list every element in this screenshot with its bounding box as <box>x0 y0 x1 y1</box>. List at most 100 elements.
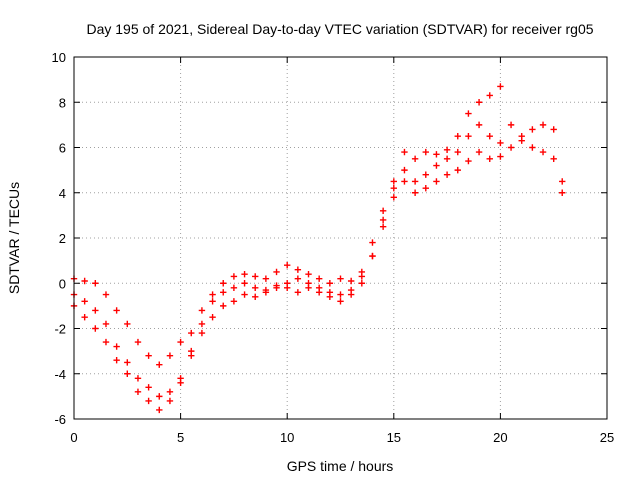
data-point <box>422 148 429 156</box>
data-point <box>134 338 142 346</box>
data-point <box>113 343 120 350</box>
grid <box>74 57 607 419</box>
y-axis-label: SDTVAR / TECUs <box>6 182 22 294</box>
data-point <box>401 178 408 185</box>
x-tick-label: 10 <box>280 430 294 445</box>
data-point <box>241 280 248 287</box>
y-tick-label: 2 <box>59 231 66 246</box>
data-point <box>347 291 355 298</box>
data-point <box>252 293 259 301</box>
data-point <box>220 302 227 310</box>
data-point <box>92 325 99 332</box>
data-point <box>465 110 472 117</box>
data-point <box>379 207 387 215</box>
data-point <box>486 155 493 163</box>
data-points <box>70 83 566 414</box>
data-point <box>486 92 493 99</box>
y-tick-label: 6 <box>59 141 66 156</box>
y-tick-label: 10 <box>52 50 66 65</box>
data-point <box>92 307 99 314</box>
data-point <box>166 388 174 396</box>
plot-frame <box>73 56 608 420</box>
chart-title: Day 195 of 2021, Sidereal Day-to-day VTE… <box>86 21 593 37</box>
y-tick-label: 0 <box>59 276 66 291</box>
data-point <box>454 166 461 174</box>
data-point <box>177 338 184 346</box>
data-point <box>411 178 419 185</box>
data-point <box>411 189 419 196</box>
data-point <box>390 194 397 201</box>
data-point <box>294 275 302 282</box>
data-point <box>156 393 163 400</box>
data-point <box>81 298 88 305</box>
data-point <box>145 397 152 405</box>
data-point <box>315 275 323 282</box>
x-tick-label: 20 <box>493 430 507 445</box>
data-point <box>156 406 163 414</box>
y-tick-label: -6 <box>54 412 66 427</box>
y-tick-label: -4 <box>54 367 66 382</box>
data-point <box>326 293 334 301</box>
data-point <box>529 144 536 151</box>
data-point <box>124 370 131 377</box>
data-point <box>92 280 99 287</box>
data-point <box>220 280 227 287</box>
data-point <box>230 298 238 305</box>
ticks: 0 5 10 15 20 25 -6 -4 -2 0 2 4 6 8 10 <box>52 50 615 445</box>
data-point <box>273 268 280 276</box>
y-tick-label: -2 <box>54 322 66 337</box>
data-point <box>497 139 504 147</box>
data-point <box>124 320 131 328</box>
data-point <box>209 298 216 305</box>
series-2 <box>70 121 566 400</box>
data-point <box>443 171 451 178</box>
data-point <box>369 239 376 246</box>
data-point <box>252 273 259 280</box>
data-point <box>337 291 344 298</box>
data-point <box>475 99 483 106</box>
data-point <box>81 313 88 321</box>
data-point <box>507 144 515 151</box>
data-point <box>113 356 120 364</box>
data-point <box>337 275 344 282</box>
data-point <box>443 146 451 153</box>
data-point <box>145 384 152 391</box>
x-tick-label: 15 <box>387 430 401 445</box>
data-point <box>262 275 270 282</box>
data-point <box>102 320 110 328</box>
data-point <box>559 178 566 185</box>
data-point <box>134 375 142 382</box>
data-point <box>422 171 429 178</box>
data-point <box>273 284 280 291</box>
data-point <box>198 329 206 337</box>
data-point <box>539 121 547 129</box>
data-point <box>454 148 461 156</box>
data-point <box>401 148 408 156</box>
data-point <box>145 352 152 359</box>
data-point <box>337 298 344 305</box>
data-point <box>379 216 387 224</box>
data-point <box>209 313 216 321</box>
data-point <box>102 338 110 346</box>
x-axis-label: GPS time / hours <box>287 458 394 474</box>
data-point <box>198 307 206 314</box>
data-point <box>369 252 376 260</box>
data-point <box>550 155 557 163</box>
series-1 <box>70 83 504 368</box>
data-point <box>433 178 440 185</box>
data-point <box>347 277 355 285</box>
data-point <box>497 153 504 160</box>
data-point <box>550 126 557 133</box>
x-tick-label: 25 <box>600 430 614 445</box>
data-point <box>475 121 483 129</box>
data-point <box>113 307 120 314</box>
data-point <box>443 155 451 163</box>
data-point <box>294 289 302 296</box>
data-point <box>156 361 163 368</box>
data-point <box>124 359 131 366</box>
data-point <box>134 388 142 396</box>
data-point <box>358 273 366 280</box>
data-point <box>465 132 472 140</box>
